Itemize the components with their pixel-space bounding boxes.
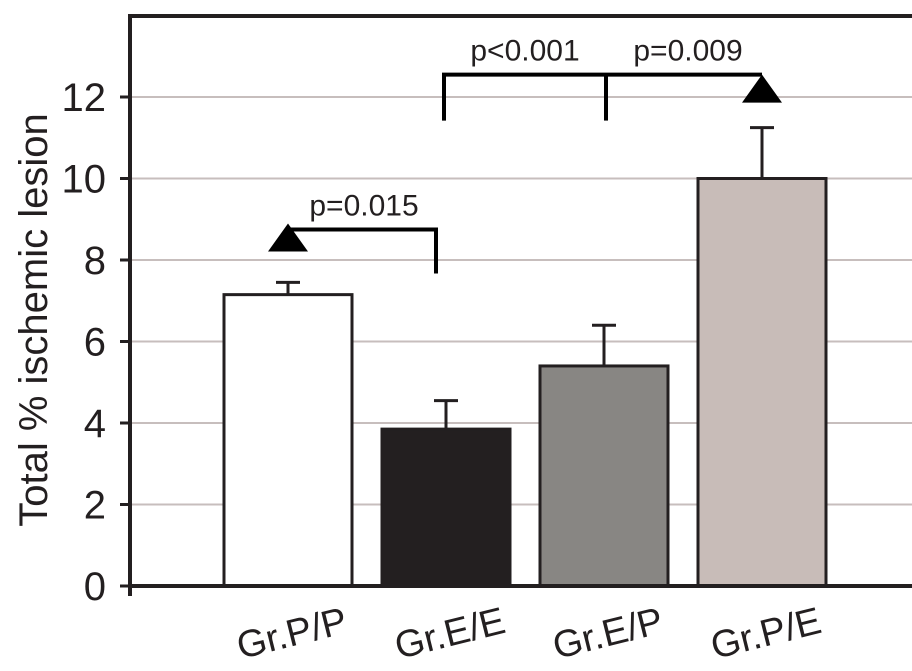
y-tick-label: 12 bbox=[62, 76, 107, 120]
x-tick-label: Gr.E/P bbox=[549, 600, 668, 668]
arrow-head bbox=[742, 74, 782, 103]
x-tick-label: Gr.P/E bbox=[707, 600, 826, 668]
y-axis-label: Total % ischemic lesion bbox=[12, 113, 56, 527]
arrow-head bbox=[268, 223, 308, 252]
significance-bracket bbox=[442, 72, 762, 121]
x-axis-labels: Gr.P/P Gr.E/E Gr.E/P Gr.P/E bbox=[233, 600, 826, 668]
bars bbox=[222, 126, 828, 588]
bar-gr-e-p bbox=[538, 364, 670, 588]
p-value-label: p<0.001 bbox=[470, 35, 579, 68]
bar-gr-e-e bbox=[380, 427, 512, 588]
x-tick-label: Gr.P/P bbox=[233, 600, 352, 668]
y-tick-label: 10 bbox=[62, 158, 107, 202]
y-axis-ticks: 0 2 4 6 8 10 12 bbox=[62, 76, 130, 609]
bar-gr-p-e bbox=[696, 177, 828, 588]
x-tick-label: Gr.E/E bbox=[391, 600, 510, 668]
y-tick-label: 8 bbox=[84, 239, 106, 283]
bar-gr-p-p bbox=[222, 293, 354, 588]
y-tick-label: 4 bbox=[84, 402, 106, 446]
y-tick-label: 6 bbox=[84, 321, 106, 365]
significance-annotations: p=0.015 p<0.001 p=0.009 bbox=[268, 35, 782, 274]
significance-bracket bbox=[288, 227, 438, 274]
p-value-label: p=0.009 bbox=[633, 35, 742, 68]
y-tick-label: 2 bbox=[84, 484, 106, 528]
p-value-label: p=0.015 bbox=[309, 189, 418, 222]
y-tick-label: 0 bbox=[84, 565, 106, 609]
